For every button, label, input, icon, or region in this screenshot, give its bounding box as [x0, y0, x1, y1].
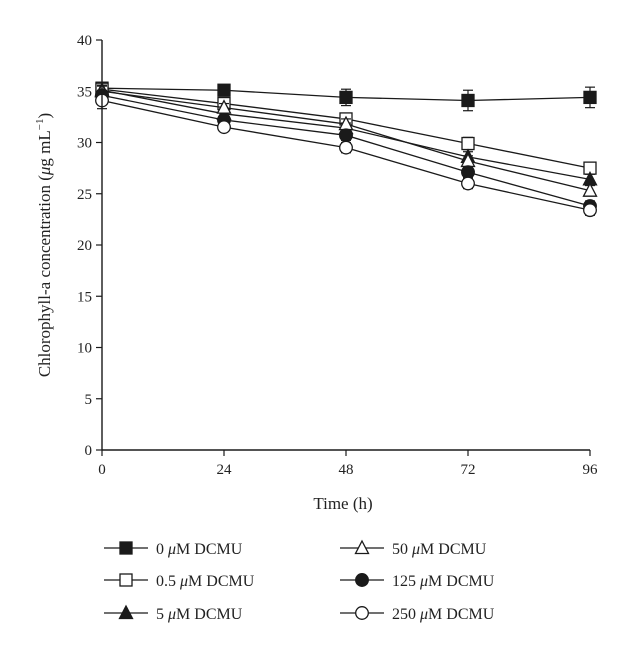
legend-label-number: 0.5: [156, 573, 180, 590]
y-tick-label: 5: [85, 392, 93, 408]
y-axis-title-unit: g mL: [35, 130, 54, 166]
y-tick-label: 35: [77, 84, 92, 100]
y-tick-label: 15: [77, 289, 92, 305]
y-axis-title-mu: μ: [35, 167, 54, 177]
x-tick-label: 24: [217, 462, 233, 478]
y-axis-title-exponent: −1: [34, 118, 46, 130]
legend-label: 50 μM DCMU: [392, 541, 487, 558]
x-tick-label: 72: [461, 462, 476, 478]
legend-label: 0 μM DCMU: [156, 541, 243, 558]
data-point: [461, 136, 475, 151]
legend-item: 125 μM DCMU: [340, 573, 495, 590]
legend-label: 5 μM DCMU: [156, 606, 243, 623]
legend-label-mu: μ: [167, 606, 176, 623]
legend-item: 5 μM DCMU: [104, 604, 243, 623]
legend-label-unit: M DCMU: [188, 573, 255, 590]
data-point: [583, 203, 597, 218]
legend-label: 250 μM DCMU: [392, 606, 495, 623]
plot-area: [94, 81, 598, 218]
y-tick-label: 0: [85, 443, 93, 459]
data-point: [582, 182, 598, 197]
legend-label: 125 μM DCMU: [392, 573, 495, 590]
legend-marker: [354, 539, 370, 555]
x-tick-label: 96: [583, 462, 599, 478]
data-point: [461, 176, 475, 191]
y-axis-title-prefix: Chlorophyll-a concentration (: [35, 175, 54, 377]
series-0: [95, 81, 597, 112]
legend-label-number: 250: [392, 606, 420, 623]
legend-label-number: 50: [392, 541, 412, 558]
legend-label-mu: μ: [411, 541, 420, 558]
data-point: [339, 140, 353, 155]
data-point: [217, 83, 231, 97]
legend-item: 0.5 μM DCMU: [104, 573, 255, 590]
y-tick-label: 25: [77, 187, 92, 203]
x-axis-title: Time (h): [313, 494, 372, 513]
y-axis-title-suffix: ): [35, 113, 54, 119]
y-tick-label: 10: [77, 341, 92, 357]
legend-item: 250 μM DCMU: [340, 606, 495, 623]
legend-label-number: 125: [392, 573, 420, 590]
y-tick-label: 40: [77, 33, 92, 49]
legend-label-number: 5: [156, 606, 168, 623]
legend-marker: [355, 606, 369, 620]
x-tick-label: 48: [339, 462, 354, 478]
legend-label-number: 0: [156, 541, 168, 558]
y-tick-label: 30: [77, 136, 92, 152]
data-point: [339, 90, 353, 105]
data-point: [339, 128, 353, 143]
legend-label-unit: M DCMU: [420, 541, 487, 558]
axes: 0 5 10 15 20 25 30 35 40 0 24 48 72 96: [77, 33, 598, 478]
legend-label: 0.5 μM DCMU: [156, 573, 255, 590]
legend-item: 50 μM DCMU: [340, 539, 487, 558]
legend-label-mu: μ: [419, 573, 428, 590]
x-tick-label: 0: [98, 462, 106, 478]
legend-item: 0 μM DCMU: [104, 541, 243, 558]
legend-marker: [355, 573, 369, 587]
legend-label-unit: M DCMU: [428, 573, 495, 590]
legend-marker: [118, 604, 134, 620]
data-point: [461, 93, 475, 108]
legend-label-unit: M DCMU: [176, 541, 243, 558]
legend-label-mu: μ: [419, 606, 428, 623]
y-axis-title: Chlorophyll-a concentration (μg mL−1): [34, 113, 54, 377]
data-point: [583, 90, 597, 105]
legend-label-unit: M DCMU: [428, 606, 495, 623]
data-point: [217, 120, 231, 135]
legend-label-unit: M DCMU: [176, 606, 243, 623]
legend-marker: [119, 573, 133, 587]
series-5: [95, 91, 597, 218]
legend-label-mu: μ: [179, 573, 188, 590]
y-tick-label: 20: [77, 238, 92, 254]
legend-label-mu: μ: [167, 541, 176, 558]
legend-marker: [119, 541, 133, 555]
